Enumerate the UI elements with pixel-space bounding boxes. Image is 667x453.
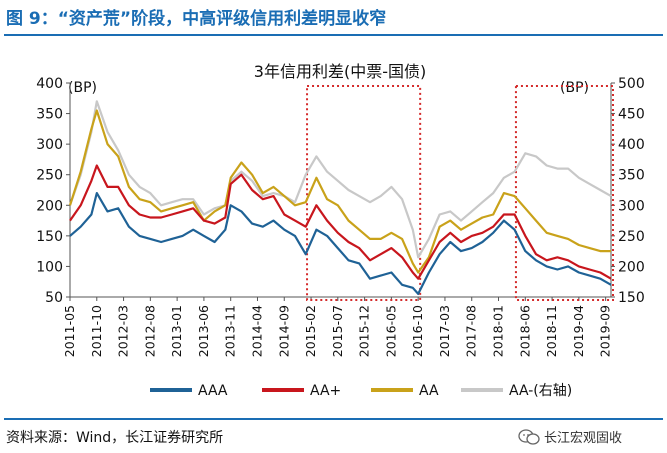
figure-title: 图 9：“资产荒”阶段，中高评级信用利差明显收窄 [6,9,387,29]
x-tick-label: 2014-09 [276,305,291,357]
source-note: 资料来源：Wind，长江证券研究所 [6,430,224,446]
right-y-tick-label: 300 [618,198,645,214]
left-y-tick-label: 200 [36,198,63,214]
x-tick-label: 2012-08 [142,305,157,357]
left-y-tick-label: 400 [36,76,63,92]
right-y-tick-label: 450 [618,107,645,123]
chart-title: 3年信用利差(中票-国债) [254,62,426,81]
right-y-tick-label: 150 [618,290,645,306]
legend-label: AA [419,383,439,399]
x-tick-label: 2017-03 [437,305,452,357]
watermark-text: 长江宏观固收 [544,431,623,446]
left-y-tick-label: 350 [36,107,63,123]
x-tick-label: 2015-07 [330,305,345,357]
legend: AAA AA+ AA AA-(右轴) [150,383,572,399]
series-line-aa- [68,100,612,259]
highlight-boxes [306,85,615,301]
series-layer [68,100,612,295]
left-y-tick-label: 150 [36,229,63,245]
x-tick-label: 2019-09 [598,305,613,357]
x-tick-label: 2015-12 [357,305,372,357]
x-tick-label: 2018-11 [544,305,559,357]
left-y-tick-label: 100 [36,259,63,275]
right-y-tick-label: 250 [618,229,645,245]
title-rule [4,34,663,36]
wechat-icon [518,428,540,445]
right-y-tick-label: 350 [618,168,645,184]
highlight-box [306,85,422,301]
source-rule [4,418,663,420]
axes-layer: 50 100 150 200 250 300 350 400 150 200 250 300 350 40… [36,76,644,357]
x-tick-label: 2013-06 [196,305,211,357]
x-tick-label: 2013-01 [169,305,184,357]
x-tick-label: 2012-03 [116,305,131,357]
series-line-aaplus [69,164,612,280]
highlight-box [514,85,615,301]
right-axis-unit: (BP) [560,80,589,96]
right-y-tick-label: 400 [618,137,645,153]
x-tick-label: 2015-02 [303,305,318,357]
x-tick-label: 2016-10 [410,305,425,357]
left-axis-unit: (BP) [68,80,97,96]
x-tick-label: 2019-04 [571,305,586,357]
legend-label: AA+ [310,383,341,399]
watermark: 长江宏观固收 [518,427,622,446]
right-y-tick-label: 200 [618,259,645,275]
series-line-aa [68,109,611,274]
x-tick-label: 2011-05 [62,305,77,357]
right-y-tick-label: 500 [618,76,645,92]
legend-label: AA-(右轴) [509,383,572,399]
x-tick-label: 2018-01 [491,305,506,357]
x-tick-label: 2013-11 [223,305,238,357]
x-tick-label: 2014-04 [249,305,264,357]
left-y-tick-label: 250 [36,168,63,184]
x-tick-label: 2017-08 [464,305,479,357]
legend-label: AAA [198,383,228,399]
x-tick-label: 2018-06 [517,305,532,357]
left-y-tick-label: 300 [36,137,63,153]
left-y-tick-label: 50 [45,290,63,306]
series-line-aaa [69,192,612,295]
x-tick-label: 2016-05 [383,305,398,357]
x-tick-label: 2011-10 [89,305,104,357]
